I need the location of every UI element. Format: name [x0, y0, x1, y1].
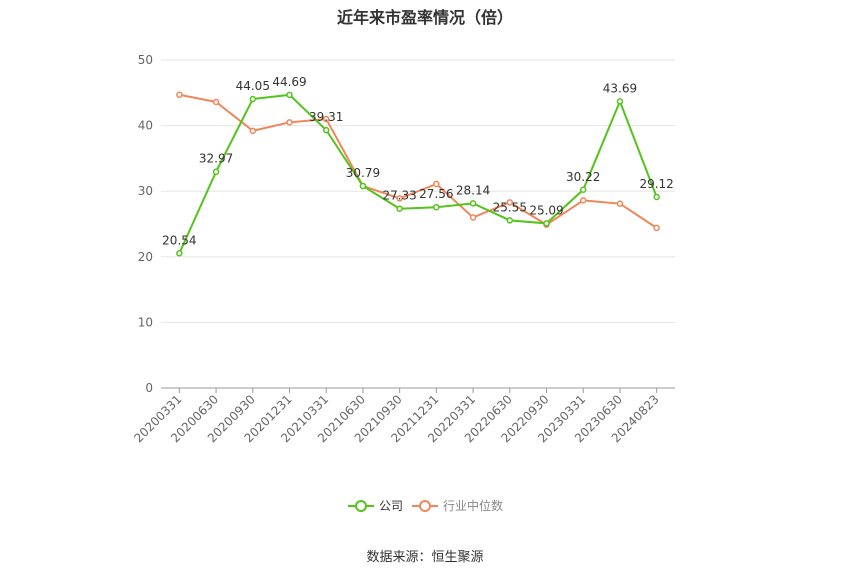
- data-label: 44.69: [272, 75, 306, 89]
- legend[interactable]: 公司 行业中位数: [348, 498, 503, 513]
- series-point-0: [396, 205, 403, 212]
- data-label: 25.09: [529, 203, 563, 217]
- series-point-0: [506, 217, 514, 224]
- data-label: 27.33: [382, 189, 416, 203]
- data-label: 29.12: [639, 177, 673, 191]
- series-lines: [176, 91, 660, 257]
- series-point-1: [322, 115, 330, 123]
- series-point-1: [469, 214, 477, 221]
- series-point-0: [212, 168, 220, 175]
- y-tick-label: 30: [138, 184, 153, 198]
- legend-label: 行业中位数: [443, 498, 503, 513]
- data-label: 30.22: [566, 170, 600, 184]
- series-point-1: [176, 91, 183, 99]
- series-line-0: [178, 93, 658, 254]
- series-point-0: [543, 220, 550, 227]
- data-label: 27.56: [419, 187, 453, 201]
- data-label: 28.14: [456, 183, 490, 197]
- series-point-1: [286, 119, 293, 126]
- series-point-0: [359, 182, 367, 190]
- data-label: 43.69: [603, 81, 637, 95]
- y-tick-label: 20: [138, 250, 153, 264]
- series-line-1: [179, 93, 658, 229]
- legend-item-1[interactable]: 行业中位数: [412, 498, 503, 513]
- chart-title: 近年来市盈率情况（倍）: [336, 8, 513, 27]
- legend-swatch-marker: [355, 500, 367, 512]
- data-label: 30.79: [346, 166, 380, 180]
- data-label: 25.55: [493, 200, 527, 214]
- data-label: 20.54: [162, 233, 196, 247]
- legend-item-0[interactable]: 公司: [348, 499, 403, 513]
- y-tick-label: 40: [138, 119, 153, 133]
- series-point-0: [249, 95, 257, 103]
- y-tick-label: 10: [138, 315, 153, 329]
- y-tick-label: 50: [138, 53, 153, 67]
- data-label: 32.97: [199, 152, 233, 166]
- series-point-0: [653, 193, 660, 201]
- series-point-1: [249, 127, 257, 135]
- series-point-1: [506, 199, 514, 206]
- data-label: 44.05: [236, 79, 270, 93]
- series-point-0: [616, 98, 624, 105]
- y-tick-label: 0: [145, 381, 153, 395]
- series-point-1: [433, 180, 440, 188]
- series-point-1: [653, 224, 660, 232]
- series-point-0: [176, 250, 183, 257]
- axes: 0102030405020200331202006302020093020201…: [131, 53, 675, 445]
- series-point-0: [286, 91, 293, 99]
- series-point-0: [322, 126, 330, 134]
- series-point-1: [579, 197, 587, 204]
- data-label: 39.31: [309, 110, 343, 124]
- series-point-1: [616, 200, 624, 207]
- legend-label: 公司: [379, 499, 403, 513]
- data-source: 数据来源：恒生聚源: [366, 550, 484, 565]
- series-point-0: [433, 203, 440, 211]
- series-point-1: [212, 98, 220, 106]
- legend-swatch-marker: [419, 500, 431, 512]
- series-point-0: [469, 200, 477, 207]
- series-point-1: [396, 195, 403, 202]
- series-point-0: [579, 186, 587, 194]
